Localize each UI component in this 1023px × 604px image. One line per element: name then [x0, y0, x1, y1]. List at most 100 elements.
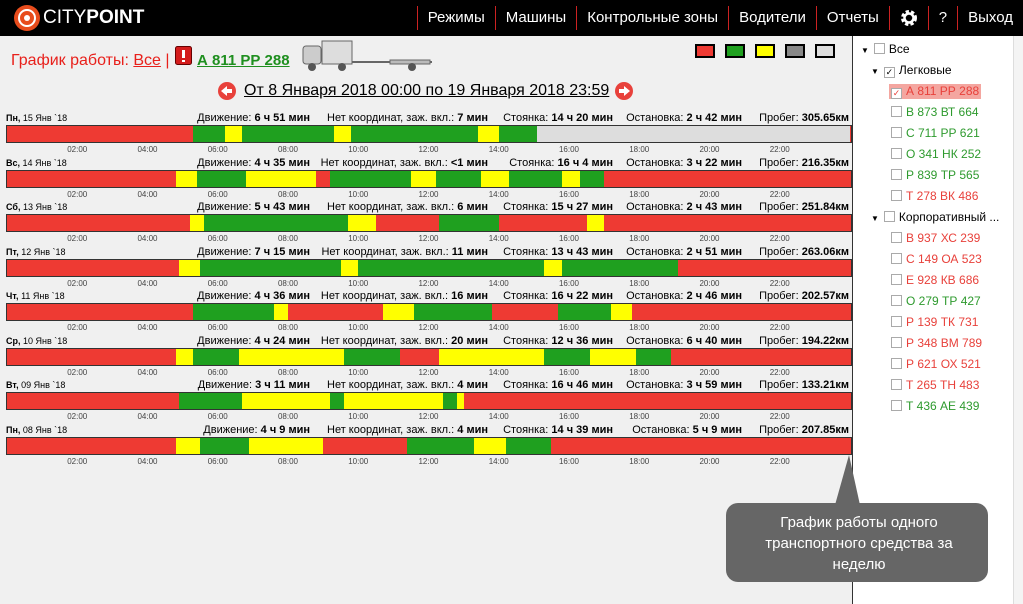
hour-tick: 14:00	[488, 367, 509, 377]
stat-label: Нет координат, заж. вкл.:	[327, 423, 455, 436]
legend-swatch[interactable]	[725, 44, 745, 58]
stat-value: 2 ч 43 мин	[686, 201, 742, 213]
expand-arrow[interactable]: ▼	[861, 46, 869, 55]
hour-tick: 20:00	[699, 278, 720, 288]
stat-value: 4 мин	[457, 423, 488, 436]
timeline-segment	[561, 170, 580, 187]
tree-vehicle[interactable]: В 873 ВТ 664	[889, 105, 981, 119]
checkbox[interactable]	[891, 358, 902, 369]
tree-vehicle[interactable]: Р 139 ТК 731	[889, 315, 980, 329]
hour-tick: 10:00	[348, 145, 369, 154]
checkbox[interactable]	[891, 253, 902, 264]
vehicle-link[interactable]: А 811 РР 288	[197, 52, 290, 69]
checkbox[interactable]	[891, 127, 902, 138]
tree-vehicle[interactable]: Т 278 ВК 486	[889, 189, 980, 203]
menu-item[interactable]: Контрольные зоны	[576, 6, 728, 30]
filter-link[interactable]: Все	[133, 52, 161, 69]
legend-swatch[interactable]	[785, 44, 805, 58]
stat-value: 305.65км	[801, 112, 849, 124]
hour-tick: 06:00	[207, 189, 228, 199]
scrollbar[interactable]	[1013, 36, 1023, 604]
tree-vehicle[interactable]: Р 839 ТР 565	[889, 168, 981, 182]
checkbox[interactable]	[891, 106, 902, 117]
tree-vehicle[interactable]: О 279 ТР 427	[889, 294, 983, 308]
tree-group[interactable]: ▼ Корпоративный ...	[869, 210, 1001, 224]
checkbox[interactable]	[891, 169, 902, 180]
prev-button[interactable]	[217, 81, 237, 101]
timeline-segment	[238, 348, 345, 365]
menu-item[interactable]: ?	[927, 6, 957, 30]
day-label: Вт, 09 Янв `18	[6, 380, 65, 390]
timeline-segment	[410, 170, 436, 187]
stat: Пробег: 207.85км	[759, 424, 849, 436]
expand-arrow[interactable]: ▼	[871, 214, 879, 223]
menu-item[interactable]: Выход	[957, 6, 1023, 30]
menu-item[interactable]: Отчеты	[815, 6, 889, 30]
stat-label: Остановка:	[626, 379, 684, 391]
hour-tick: 12:00	[418, 189, 439, 199]
tree-vehicle[interactable]: Т 265 ТН 483	[889, 378, 981, 392]
stat: Остановка: 6 ч 40 мин	[626, 335, 742, 347]
hour-tick: 14:00	[488, 323, 509, 332]
tree-vehicle-text: Т 278 ВК 486	[906, 189, 979, 203]
checkbox[interactable]	[891, 232, 902, 243]
expand-arrow[interactable]: ▼	[871, 67, 879, 76]
timeline-segment	[316, 170, 331, 187]
checkbox[interactable]	[873, 43, 885, 54]
date: 15 Янв `18	[22, 113, 68, 123]
hour-tick: 02:00	[67, 278, 88, 288]
checkbox[interactable]	[891, 148, 902, 159]
tree-vehicle[interactable]: ✓ А 811 РР 288	[889, 84, 982, 99]
tree-vehicle[interactable]: В 937 ХС 239	[889, 231, 982, 245]
alert-icon	[175, 46, 192, 65]
stat-label: Движение:	[197, 201, 252, 213]
stat-value: 3 ч 11 мин	[255, 379, 310, 391]
timeline-segment	[474, 437, 506, 454]
timeline-segment	[481, 170, 510, 187]
checkbox[interactable]	[891, 337, 902, 348]
legend-swatch[interactable]	[755, 44, 775, 58]
checkbox[interactable]: ✓	[883, 67, 895, 78]
timeline-segment	[333, 126, 352, 142]
tree-vehicle[interactable]: Р 348 ВМ 789	[889, 336, 984, 350]
menu-item[interactable]: Водители	[728, 6, 816, 30]
legend-swatch[interactable]	[695, 44, 715, 58]
logo[interactable]: CITYPOINT	[43, 7, 144, 29]
menu-item[interactable]: Машины	[494, 6, 576, 30]
tree-vehicle[interactable]: Р 621 ОХ 521	[889, 357, 983, 371]
tree-all[interactable]: ▼ Все	[859, 42, 912, 56]
tree-vehicle[interactable]: Т 436 АЕ 439	[889, 399, 981, 413]
stat-label: Движение:	[203, 423, 258, 436]
stat-label: Остановка:	[626, 290, 684, 302]
checkbox[interactable]	[891, 190, 902, 201]
stat-value: 14 ч 39 мин	[551, 423, 613, 436]
stat-label: Нет координат, заж. вкл.:	[320, 334, 449, 347]
stat-label: Движение:	[197, 245, 252, 258]
tree-vehicle[interactable]: С 149 ОА 523	[889, 252, 984, 266]
tree-group[interactable]: ▼ ✓ Легковые	[869, 63, 954, 78]
checkbox[interactable]	[891, 316, 902, 327]
checkbox[interactable]	[891, 379, 902, 390]
tree-vehicle[interactable]: О 341 НК 252	[889, 147, 983, 161]
settings-button[interactable]	[888, 6, 928, 30]
checkbox[interactable]	[891, 400, 902, 411]
legend-swatch[interactable]	[815, 44, 835, 58]
menu: Режимы Машины Контрольные зоны Водители Отче…	[416, 0, 1023, 36]
hour-tick: 10:00	[348, 323, 369, 332]
tree-vehicle[interactable]: Е 928 КВ 686	[889, 273, 981, 287]
menu-item[interactable]: Режимы	[416, 6, 495, 30]
stat-value: 5 ч 9 мин	[692, 423, 742, 436]
schedule-heading: График работы: Все |	[11, 52, 170, 70]
checkbox[interactable]: ✓	[891, 88, 902, 99]
tree-vehicle[interactable]: С 711 РР 621	[889, 126, 982, 140]
stat: Нет координат, заж. вкл.: 4 мин	[327, 424, 488, 436]
next-button[interactable]	[614, 81, 634, 101]
stat-label: Стоянка:	[503, 245, 549, 258]
checkbox[interactable]	[891, 295, 902, 306]
checkbox[interactable]	[883, 211, 895, 222]
timeline-segment	[442, 393, 457, 409]
checkbox[interactable]	[891, 274, 902, 285]
hour-tick: 08:00	[277, 145, 299, 154]
timeline-segment	[179, 259, 201, 276]
stat: Стоянка: 14 ч 39 мин	[503, 424, 613, 436]
